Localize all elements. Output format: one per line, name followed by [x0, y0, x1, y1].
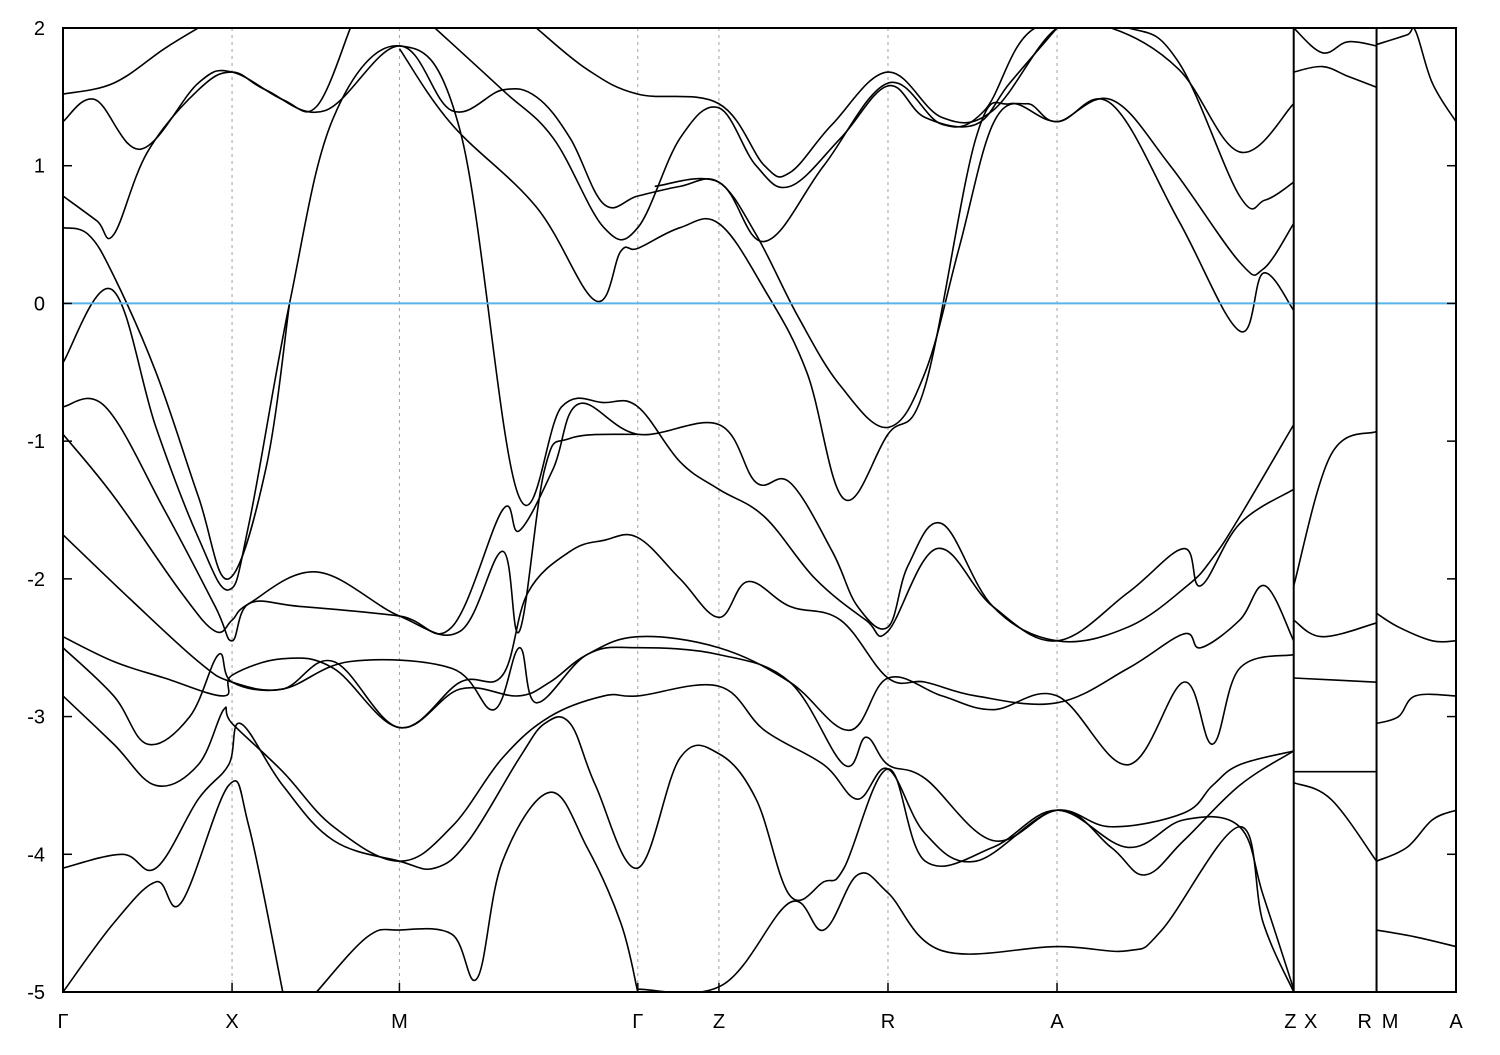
band-line-21 [1292, 430, 1377, 586]
band-line-19 [1293, 65, 1377, 88]
y-axis: 2 1 0 -1 -2 -3 -4 -5 [27, 18, 1456, 1004]
y-tick-label: -5 [27, 982, 45, 1004]
band-line-16 [63, 780, 284, 992]
plot-frame [62, 27, 1457, 993]
band-line-30 [1376, 929, 1456, 948]
band-line-17 [315, 791, 639, 992]
band-line-29 [1376, 809, 1456, 862]
y-tick-label: 0 [34, 293, 45, 315]
x-tick-label: X [1304, 1011, 1317, 1033]
band-line-20 [1293, 28, 1377, 54]
x-tick-label: Z [1284, 1011, 1296, 1033]
band-line-2 [63, 28, 352, 150]
y-tick-label: 2 [34, 18, 45, 40]
bands [63, 28, 1456, 992]
band-line-10 [63, 433, 638, 637]
band-line-24 [1293, 781, 1378, 862]
band-line-7 [535, 28, 1295, 178]
x-tick-label: Γ [57, 1011, 68, 1033]
band-line-8 [654, 28, 1295, 243]
band-line-28 [1376, 693, 1456, 725]
band-line-26 [1376, 28, 1456, 123]
band-line-13 [63, 646, 1294, 842]
x-tick-label: M [1382, 1011, 1399, 1033]
x-tick-label: R [1357, 1011, 1371, 1033]
y-tick-label: -2 [27, 569, 45, 591]
band-line-5 [63, 226, 291, 580]
band-line-15 [63, 716, 1295, 990]
y-tick-label: -3 [27, 707, 45, 729]
y-tick-label: -1 [27, 431, 45, 453]
y-tick-label: 1 [34, 156, 45, 178]
band-line-12 [63, 635, 1294, 766]
band-line-23 [1293, 677, 1377, 683]
panel-breaks [1292, 28, 1378, 992]
band-line-9 [63, 397, 1295, 643]
band-line-27 [1376, 612, 1456, 643]
x-tick-label: X [225, 1011, 238, 1033]
band-line-14 [63, 683, 1295, 876]
band-line-3 [63, 28, 199, 95]
band-line-4 [63, 45, 1295, 429]
x-tick-label: R [881, 1011, 895, 1033]
x-tick-label: Z [713, 1011, 725, 1033]
x-tick-label: A [1050, 1011, 1064, 1033]
x-tick-label: Γ [632, 1011, 643, 1033]
band-line-6 [434, 28, 1058, 241]
x-tick-label: M [391, 1011, 408, 1033]
band-line-18 [637, 825, 1295, 992]
band-line-11 [63, 533, 1295, 729]
x-tick-label: A [1449, 1011, 1463, 1033]
band-line-1 [398, 48, 1295, 502]
y-tick-label: -4 [27, 844, 45, 866]
band-line-22 [1293, 619, 1377, 638]
grid-lines [62, 28, 1457, 992]
band-line-0 [63, 45, 1295, 642]
